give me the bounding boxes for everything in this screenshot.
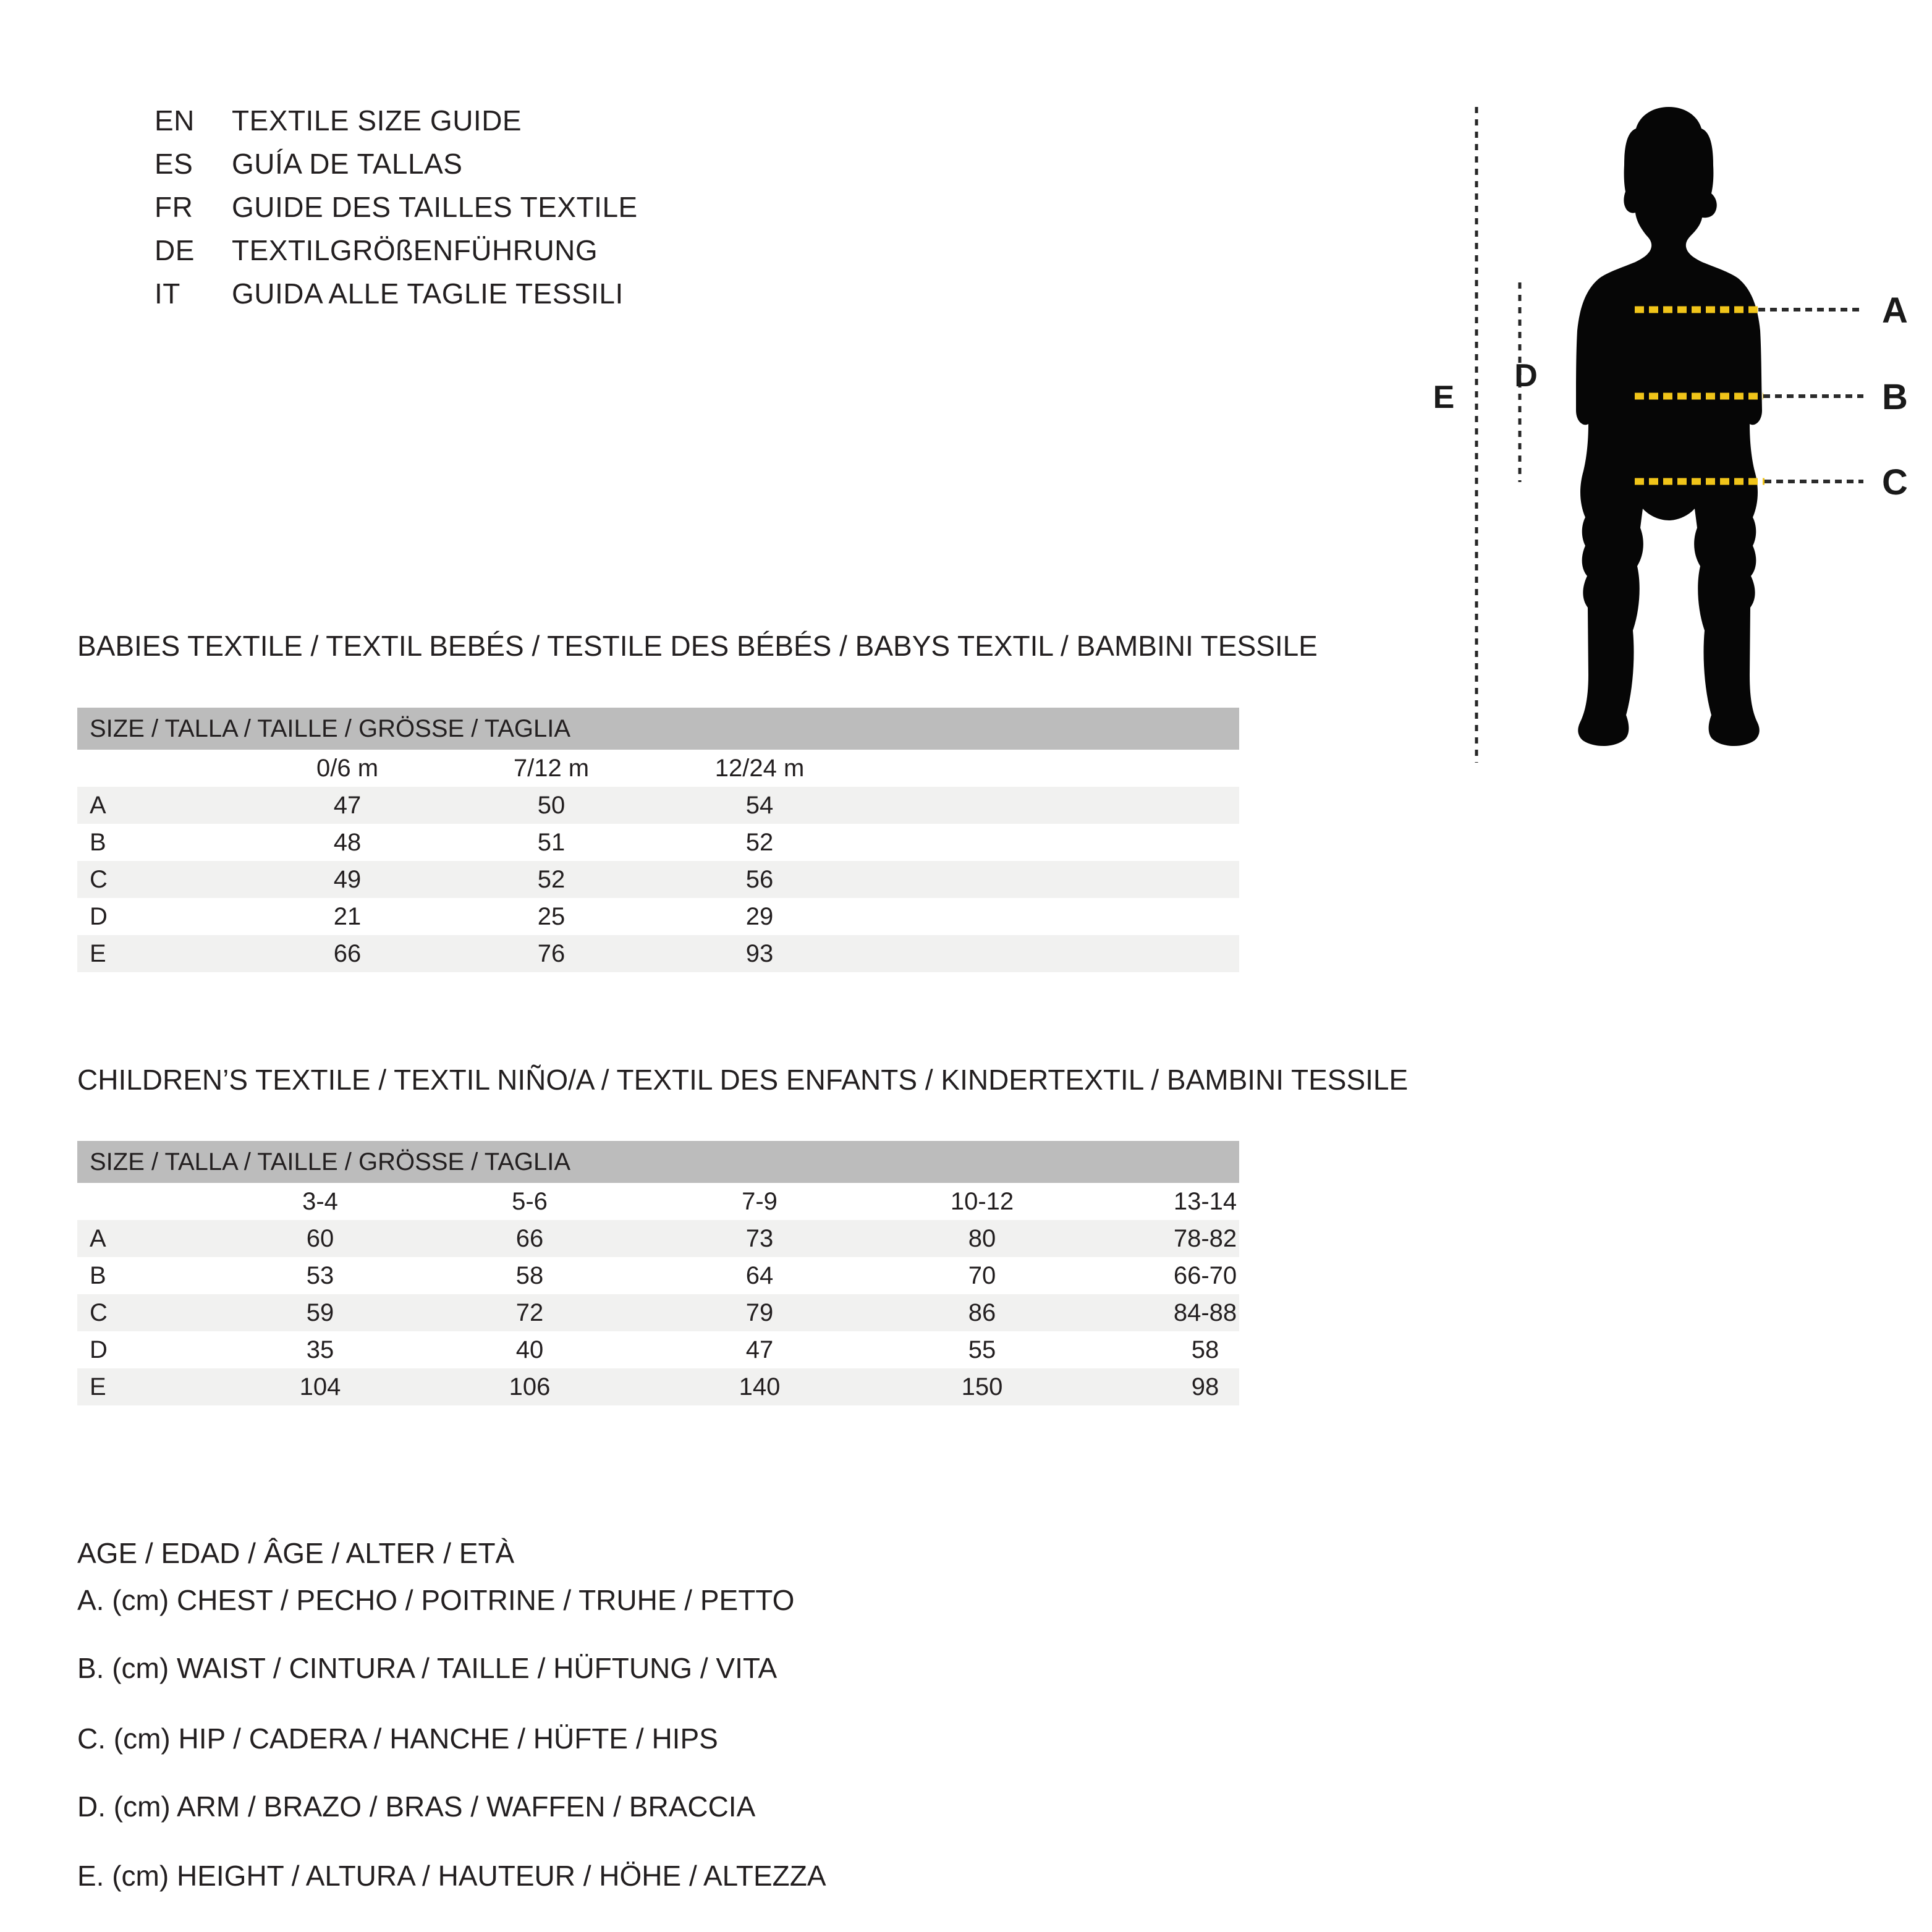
svg-text:D: D [1514, 358, 1538, 394]
svg-text:A: A [1882, 290, 1908, 331]
svg-text:B: B [1882, 377, 1908, 417]
svg-text:E: E [1433, 379, 1455, 415]
svg-text:C: C [1882, 462, 1908, 502]
